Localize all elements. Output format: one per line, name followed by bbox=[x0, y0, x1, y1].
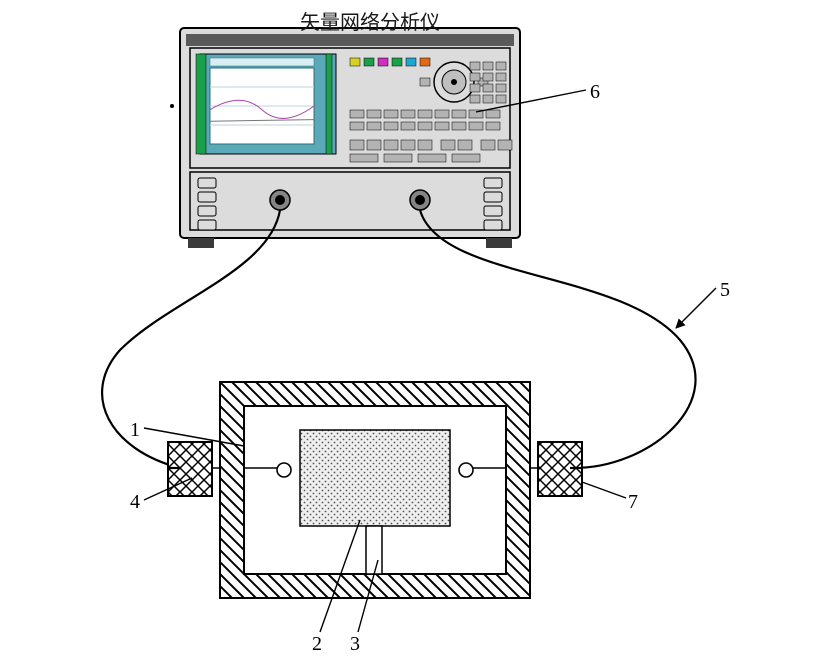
sample-block bbox=[300, 430, 450, 526]
callout-line-7 bbox=[582, 482, 626, 498]
callout-label-6: 6 bbox=[590, 81, 600, 103]
sample-stand bbox=[366, 526, 382, 574]
probe-2 bbox=[459, 463, 473, 477]
callout-label-2: 2 bbox=[312, 633, 322, 655]
callout-label-1: 1 bbox=[130, 419, 140, 441]
test-chamber bbox=[4, 382, 823, 598]
callout-label-4: 4 bbox=[130, 491, 140, 513]
probe-1 bbox=[277, 463, 291, 477]
vna-instrument bbox=[180, 28, 520, 248]
callout-line-5 bbox=[676, 288, 716, 328]
diagram-svg: 1 4 2 3 7 5 6 bbox=[0, 0, 823, 662]
callout-label-5: 5 bbox=[720, 279, 730, 301]
callout-label-7: 7 bbox=[628, 491, 638, 513]
stray-dot bbox=[170, 104, 174, 108]
diagram-title: 矢量网络分析仪 bbox=[300, 6, 440, 35]
callout-label-3: 3 bbox=[350, 633, 360, 655]
